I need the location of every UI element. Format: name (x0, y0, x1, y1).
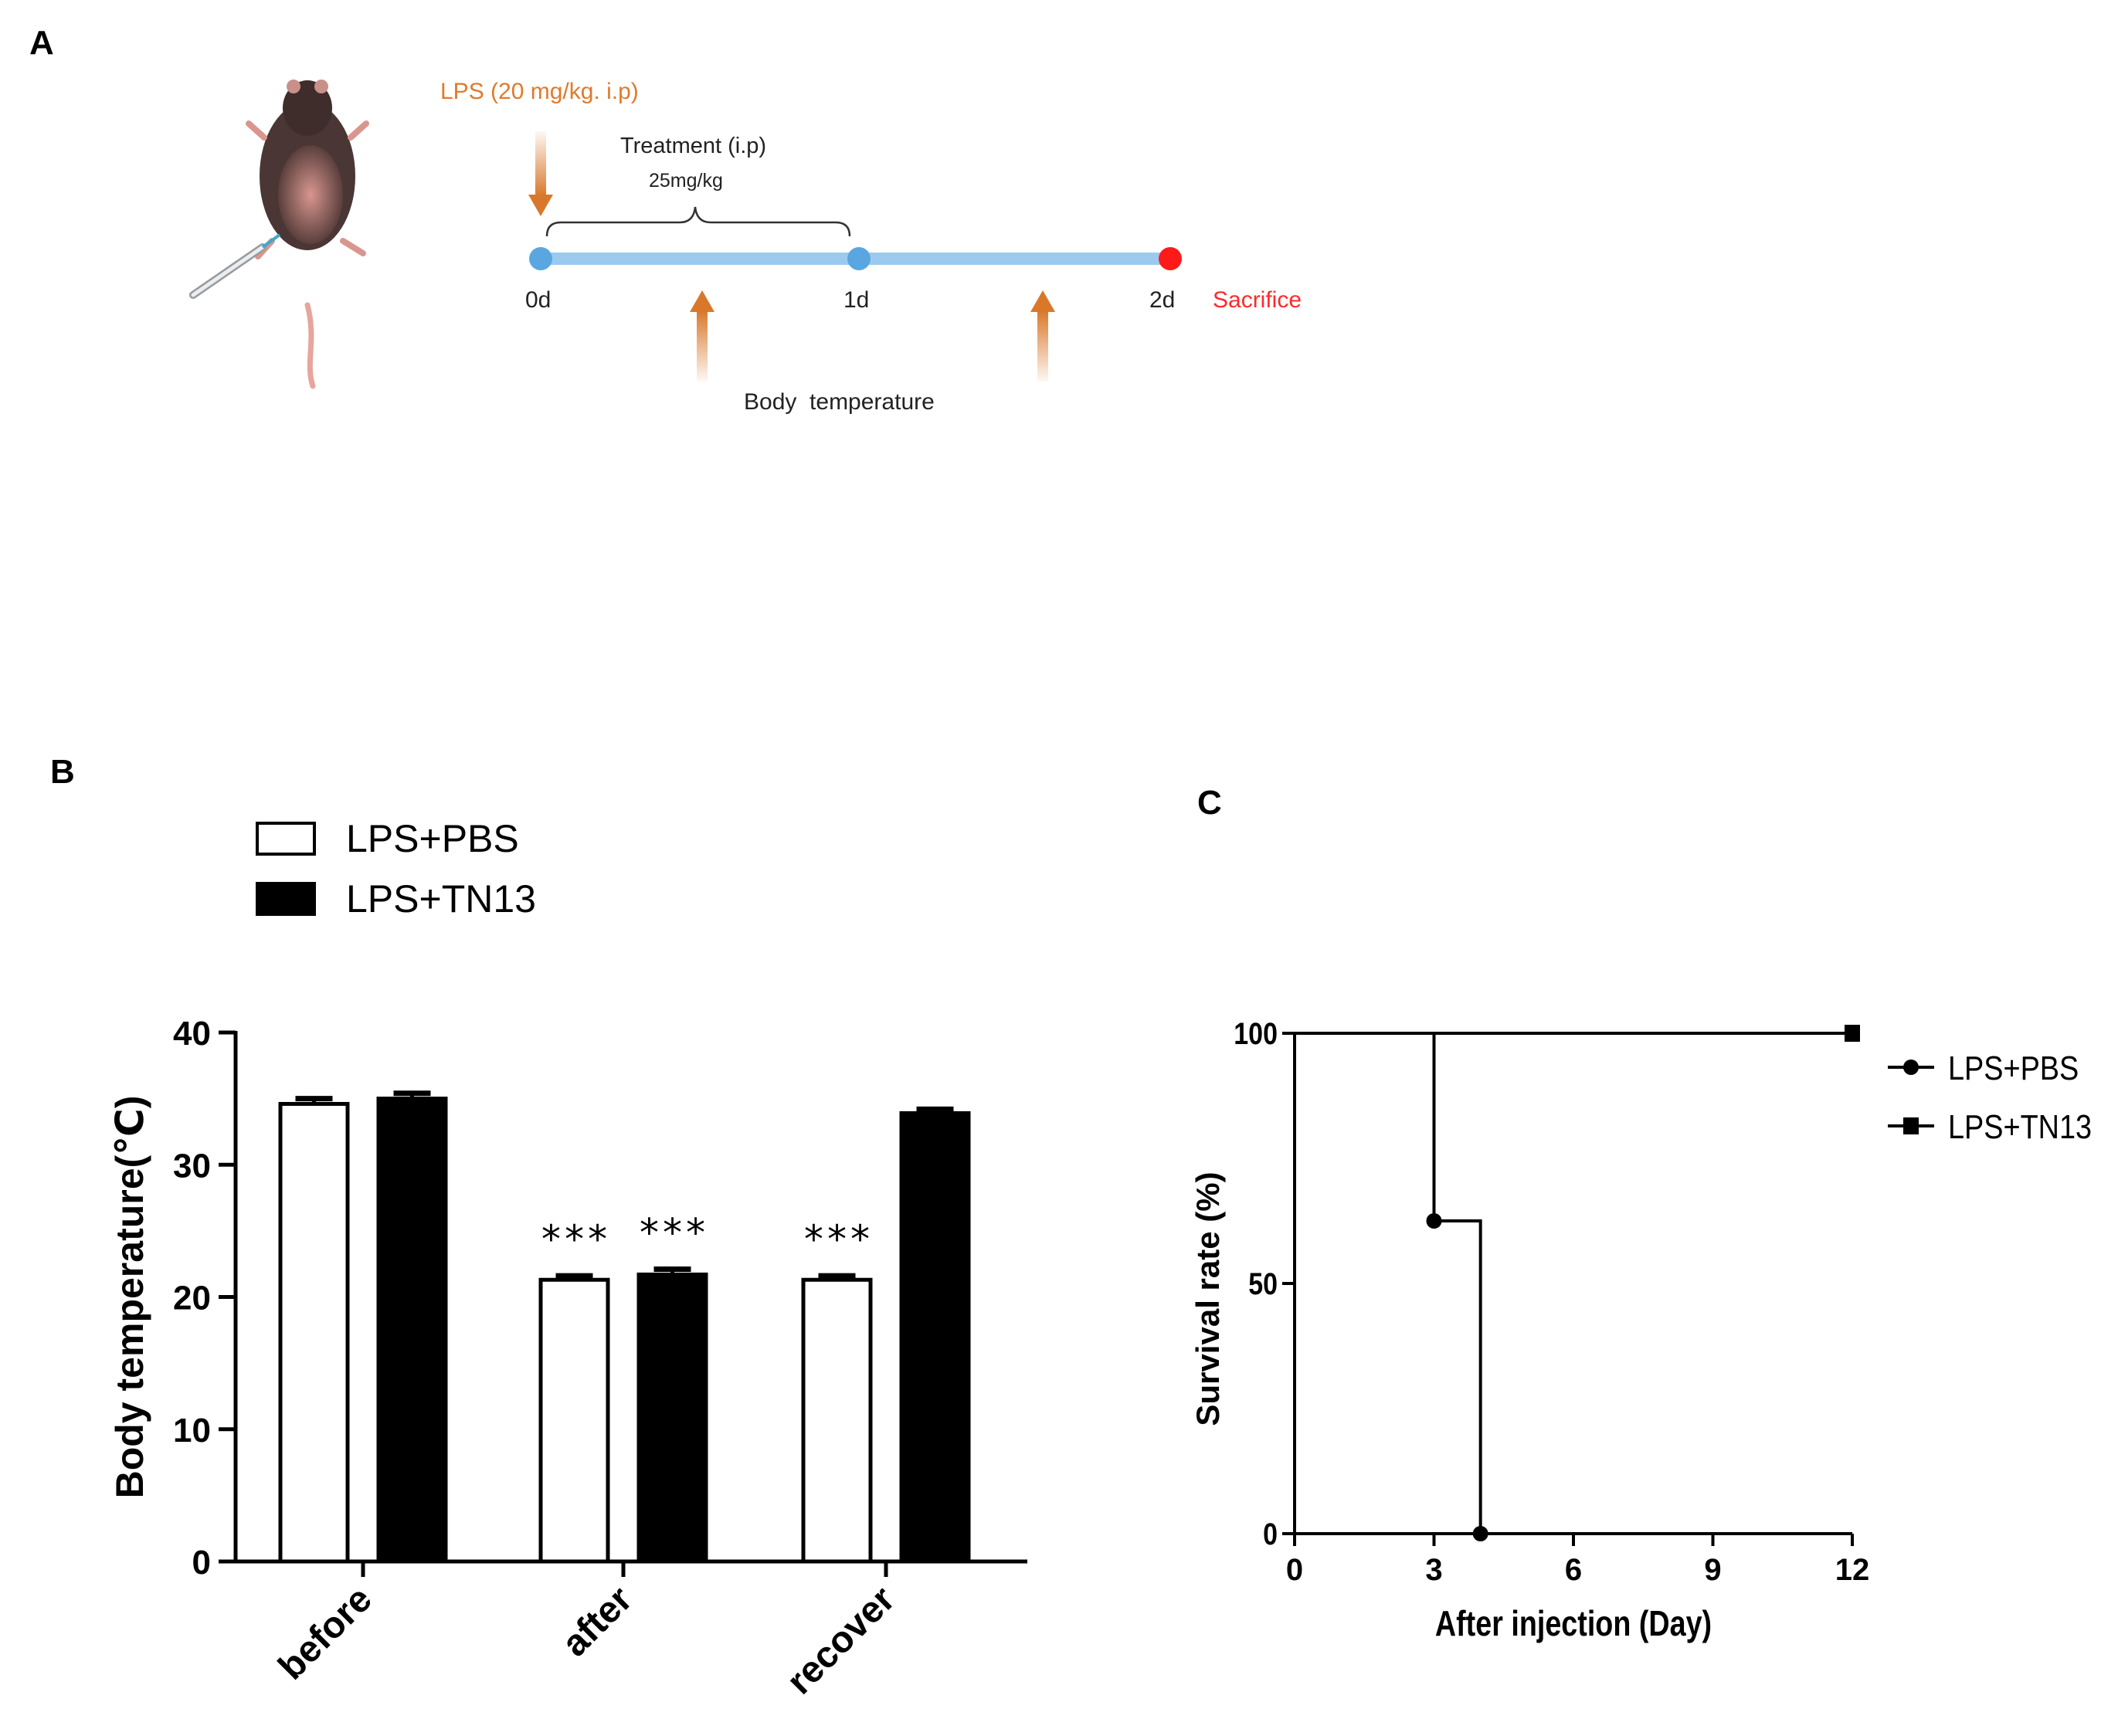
x-axis-label: After injection (Day) (1435, 1603, 1712, 1643)
day-label-0d: 0d (525, 287, 551, 313)
legend-marker-1 (1903, 1117, 1919, 1134)
lps-label: LPS (20 mg/kg. i.p) (440, 79, 639, 104)
legend-label-0: LPS+PBS (346, 817, 519, 860)
data-point-circle (1472, 1526, 1488, 1541)
x-tick-label: recover (779, 1578, 903, 1702)
x-tick-label: 12 (1835, 1553, 1870, 1587)
lps-arrow (528, 131, 553, 216)
legend-label-1: LPS+TN13 (346, 877, 536, 921)
x-tick-label: 9 (1704, 1553, 1721, 1587)
mouse-icon (246, 80, 369, 389)
legend-marker-0 (1903, 1060, 1919, 1075)
bar (801, 1277, 873, 1564)
y-tick-label: 50 (1248, 1266, 1278, 1300)
y-tick-label: 30 (173, 1147, 211, 1185)
y-tick-label: 0 (1263, 1516, 1278, 1551)
x-tick-label: 3 (1425, 1553, 1442, 1587)
y-tick-label: 10 (173, 1412, 211, 1449)
y-axis-label: Body temperature(℃) (108, 1096, 151, 1499)
day-label-1d: 1d (843, 287, 869, 313)
legend-label-0: LPS+PBS (1948, 1049, 2079, 1087)
significance-label: *** (802, 1217, 871, 1262)
x-tick-label: 0 (1286, 1553, 1303, 1587)
bar-chart: LPS+PBS LPS+TN13 0 10 20 30 40 Body temperature… (108, 817, 1027, 1702)
panel-label-a: A (29, 24, 54, 62)
y-axis-label: Survival rate (%) (1190, 1171, 1226, 1426)
body-temp-arrow-1 (690, 290, 714, 381)
syringe-icon (189, 233, 281, 299)
panel-label-c: C (1197, 784, 1222, 822)
legend-label-1: LPS+TN13 (1948, 1107, 2092, 1145)
x-tick-label: after (555, 1578, 640, 1664)
treatment-label: Treatment (i.p) (620, 134, 766, 158)
y-tick-label: 0 (192, 1544, 211, 1582)
legend-swatch-1 (256, 882, 316, 916)
treatment-brace (545, 206, 851, 237)
timeline-node-1d (847, 247, 871, 270)
bar (278, 1101, 350, 1564)
body-temp-label: Body temperature (744, 389, 935, 415)
dose-label: 25mg/kg (649, 170, 723, 192)
day-label-2d: 2d (1149, 287, 1175, 313)
significance-label: *** (637, 1211, 707, 1256)
significance-label: *** (539, 1217, 609, 1262)
survival-chart: 0 50 100 0 3 6 9 12 After injection (Day) Surviva… (1190, 1015, 2092, 1643)
bar (636, 1272, 708, 1564)
data-point-circle (1426, 1213, 1442, 1229)
x-tick-label: before (271, 1578, 380, 1687)
y-tick-label: 100 (1234, 1015, 1278, 1050)
bar (376, 1097, 448, 1564)
bar (899, 1110, 971, 1564)
timeline-node-0d (529, 247, 552, 270)
panel-label-b: B (50, 753, 75, 791)
x-tick-label: 6 (1565, 1553, 1582, 1587)
sacrifice-label: Sacrifice (1213, 287, 1302, 313)
y-tick-label: 20 (173, 1280, 211, 1317)
y-tick-label: 40 (173, 1015, 211, 1053)
body-temp-arrow-2 (1030, 290, 1055, 381)
series-line-0 (1295, 1032, 1852, 1535)
data-point-square (1845, 1025, 1860, 1042)
legend-swatch-0 (256, 822, 316, 856)
bar (538, 1277, 610, 1564)
timeline-node-2d (1159, 247, 1182, 270)
